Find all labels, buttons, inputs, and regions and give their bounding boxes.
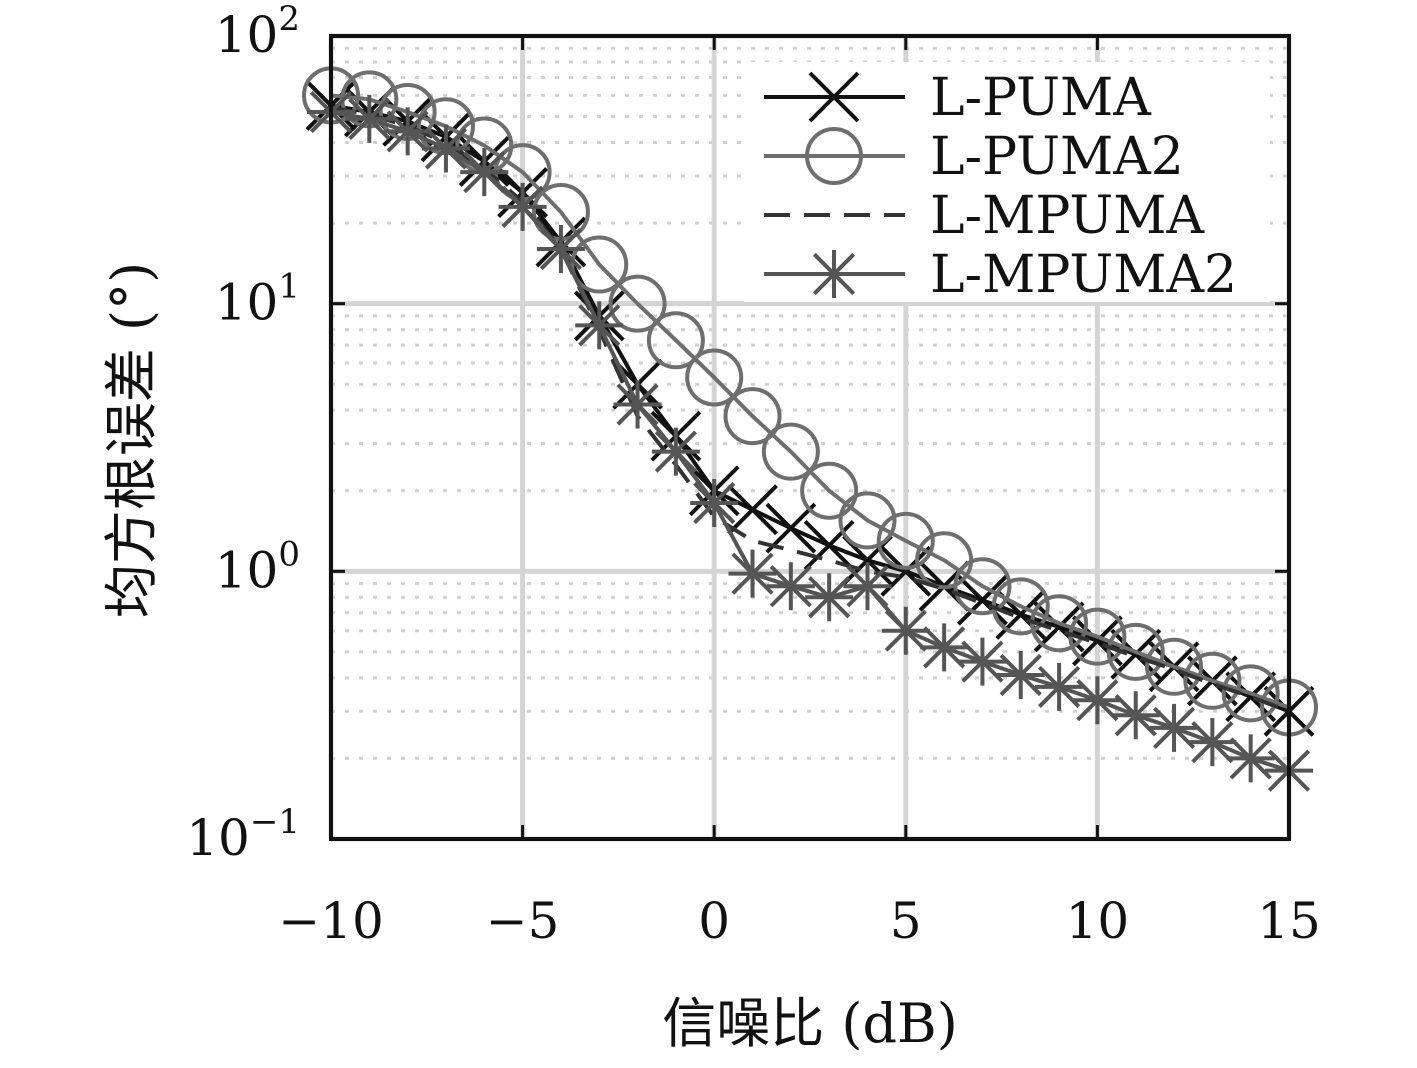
plot-border xyxy=(329,34,1291,841)
data-point xyxy=(728,549,777,598)
data-point xyxy=(766,562,815,611)
x-tick-label: −5 xyxy=(486,892,560,950)
legend-marker xyxy=(805,127,863,185)
x-tick-label: 15 xyxy=(1257,892,1321,950)
data-point xyxy=(570,235,629,294)
legend-label: L-MPUMA2 xyxy=(930,245,1237,305)
data-point xyxy=(727,484,778,536)
data-point xyxy=(958,637,1007,686)
data-point xyxy=(920,623,969,672)
data-point xyxy=(1110,628,1162,680)
legend-label: L-MPUMA xyxy=(930,186,1205,246)
x-tick-label: 0 xyxy=(698,892,730,950)
data-point xyxy=(345,94,394,143)
data-point xyxy=(646,311,705,370)
data-point xyxy=(765,502,817,554)
data-point xyxy=(723,387,782,446)
data-point xyxy=(876,511,935,570)
data-point xyxy=(536,225,585,274)
tick-labels: −10 −5 0 5 10 15 10−1 100 101 102 xyxy=(186,0,1321,950)
data-point xyxy=(843,562,892,611)
x-axis-title: 信噪比 (dB) xyxy=(662,992,958,1055)
data-point xyxy=(1106,622,1165,681)
data-point xyxy=(838,491,897,550)
data-point xyxy=(803,519,855,571)
data-point xyxy=(1111,691,1160,740)
data-point xyxy=(881,606,930,655)
data-point xyxy=(996,650,1045,699)
data-point xyxy=(1035,662,1084,711)
data-point xyxy=(1183,651,1242,710)
data-point xyxy=(651,427,700,476)
data-point xyxy=(957,574,1008,626)
data-point xyxy=(1068,607,1127,666)
data-point xyxy=(1221,664,1280,723)
x-tick-label: 10 xyxy=(1066,892,1130,950)
legend-label: L-PUMA2 xyxy=(930,127,1184,187)
y-tick-label: 101 xyxy=(215,267,300,332)
data-point xyxy=(805,573,854,622)
legend-entry-l-mpuma: L-MPUMA xyxy=(764,186,1205,246)
data-point xyxy=(1145,637,1204,696)
data-point xyxy=(1073,676,1122,725)
legend-entry-l-puma: L-PUMA xyxy=(764,68,1152,128)
data-point xyxy=(1188,718,1237,767)
data-point xyxy=(613,380,662,429)
legend-entry-l-mpuma2: L-MPUMA2 xyxy=(764,245,1237,305)
legend-entry-l-puma2: L-PUMA2 xyxy=(764,127,1184,187)
data-point xyxy=(575,301,624,350)
data-point xyxy=(685,348,744,407)
legend-label: L-PUMA xyxy=(930,68,1152,128)
x-tick-label: 5 xyxy=(890,892,922,950)
legend-marker xyxy=(808,71,860,123)
data-point xyxy=(800,461,859,520)
x-tick-label: −10 xyxy=(278,892,384,950)
data-point xyxy=(1226,734,1275,783)
data-point xyxy=(1150,703,1199,752)
y-tick-label: 10−1 xyxy=(186,802,300,867)
y-tick-label: 102 xyxy=(215,0,300,64)
data-point xyxy=(761,422,820,481)
data-point xyxy=(421,124,470,173)
data-point xyxy=(608,274,667,333)
legend-marker xyxy=(810,250,858,298)
data-point xyxy=(498,182,547,231)
y-axis-title: 均方根误差 (°) xyxy=(100,262,163,618)
data-point xyxy=(690,479,739,528)
y-tick-label: 100 xyxy=(215,534,300,599)
data-point xyxy=(383,107,432,156)
plot-frame xyxy=(329,34,1291,841)
data-point xyxy=(460,148,509,197)
data-point xyxy=(953,557,1012,616)
